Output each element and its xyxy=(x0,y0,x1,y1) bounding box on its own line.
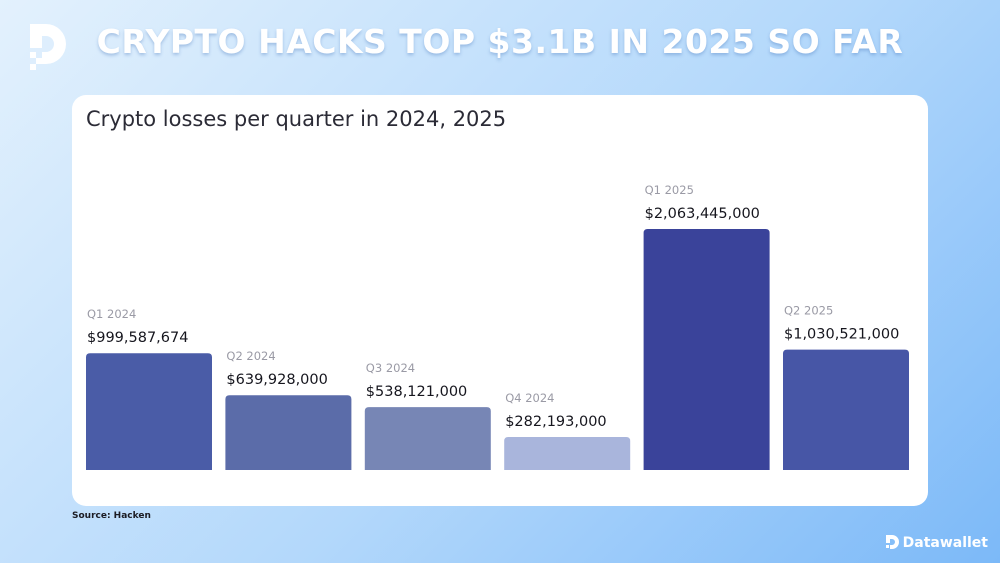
datawallet-brand-icon xyxy=(885,535,899,549)
bar-q2-2025 xyxy=(783,349,909,470)
headline: CRYPTO HACKS TOP $3.1B IN 2025 SO FAR xyxy=(96,22,904,61)
brand-name: Datawallet xyxy=(902,534,988,551)
bar-chart: $999,587,674 Q1 2024 $639,928,000 Q2 2024 $5… xyxy=(86,183,909,470)
category-label: Q2 2024 xyxy=(226,349,275,363)
category-label: Q2 2025 xyxy=(784,304,833,318)
datawallet-logo-icon xyxy=(30,24,66,70)
bar-q2-2024 xyxy=(225,395,352,470)
chart-title: Crypto losses per quarter in 2024, 2025 xyxy=(86,107,507,131)
category-label: Q3 2024 xyxy=(366,361,415,375)
source-note: Source: Hacken xyxy=(72,511,151,521)
brand-mark: Datawallet xyxy=(885,534,988,551)
category-label: Q4 2024 xyxy=(505,391,554,405)
bar-q4-2024 xyxy=(504,437,631,470)
value-label: $639,928,000 xyxy=(226,372,327,388)
value-label: $538,121,000 xyxy=(366,384,467,400)
bar-q3-2024 xyxy=(364,407,491,470)
value-label: $2,063,445,000 xyxy=(645,206,760,222)
value-label: $1,030,521,000 xyxy=(784,327,899,343)
value-label: $999,587,674 xyxy=(87,330,188,346)
bar-q1-2025 xyxy=(643,228,770,470)
category-label: Q1 2024 xyxy=(87,307,136,321)
value-label: $282,193,000 xyxy=(505,414,606,430)
chart-card: Crypto losses per quarter in 2024, 2025 … xyxy=(72,95,928,506)
category-label: Q1 2025 xyxy=(645,183,694,197)
bar-q1-2024 xyxy=(86,353,212,470)
